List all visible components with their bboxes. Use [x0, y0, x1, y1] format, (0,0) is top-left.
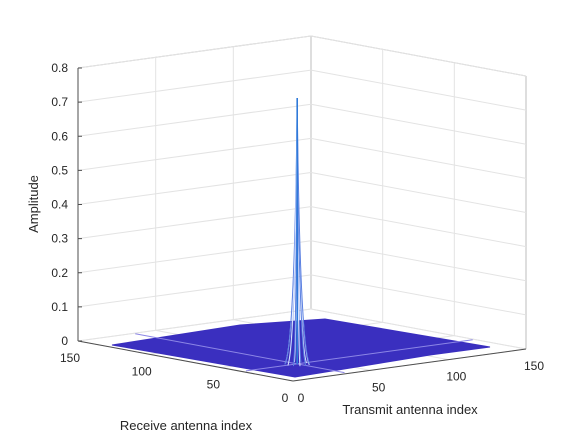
- z-tick-label: 0.5: [51, 163, 68, 177]
- z-tick-label: 0.1: [51, 300, 68, 314]
- y-tick-label: 150: [60, 351, 80, 365]
- z-grid-line: [310, 240, 527, 282]
- y-tick-label: 0: [282, 391, 289, 405]
- surface-mesh-line: [135, 333, 345, 374]
- z-grid-line: [77, 103, 312, 137]
- y-tick-label: 100: [132, 364, 152, 378]
- z-grid-line: [310, 69, 527, 111]
- surface-floor: [111, 318, 491, 378]
- surface-mesh-line: [245, 339, 473, 372]
- z-grid-line: [77, 172, 312, 205]
- z-grid-line: [77, 206, 312, 240]
- z-tick-label: 0.4: [51, 198, 68, 212]
- z-grid-line: [77, 35, 312, 69]
- x-axis-line: [292, 348, 527, 382]
- x-tick-label: 50: [372, 380, 386, 394]
- z-ticks: 0 0.1 0.2 0.3 0.4 0.5 0.6 0.7 0.8: [51, 61, 82, 348]
- z-tick-label: 0.3: [51, 232, 68, 246]
- x-axis-label: Transmit antenna index: [342, 402, 478, 417]
- z-tick-label: 0.7: [51, 95, 68, 109]
- z-grid-line: [310, 35, 527, 77]
- z-axis-label: Amplitude: [26, 175, 41, 233]
- x-ticks: 0 50 100 150: [298, 359, 545, 405]
- y-axis-label: Receive antenna index: [120, 418, 253, 433]
- z-grid-line: [77, 274, 312, 308]
- z-grid-line: [310, 137, 527, 179]
- z-grid-line: [77, 240, 312, 274]
- y-ticks: 0 50 100 150: [60, 351, 289, 405]
- z-grid-line: [77, 137, 312, 171]
- surface-mesh: [135, 333, 473, 374]
- x-tick-label: 0: [298, 391, 305, 405]
- z-grid-line: [310, 103, 527, 145]
- peak-layer: [284, 98, 311, 367]
- z-tick-label: 0.6: [51, 129, 68, 143]
- z-grid-line: [310, 274, 527, 316]
- z-tick-label: 0: [61, 334, 68, 348]
- z-tick-label: 0.8: [51, 61, 68, 75]
- z-grid-line: [310, 206, 527, 248]
- x-tick-label: 100: [446, 370, 466, 384]
- y-tick-label: 50: [207, 378, 221, 392]
- z-grid-line: [310, 172, 527, 213]
- x-tick-label: 150: [524, 359, 544, 373]
- z-grid-line: [77, 69, 312, 103]
- z-tick-label: 0.2: [51, 266, 68, 280]
- floor-grid-line: [77, 308, 312, 342]
- y-axis-line: [77, 340, 294, 382]
- floor-grid-line: [310, 308, 527, 350]
